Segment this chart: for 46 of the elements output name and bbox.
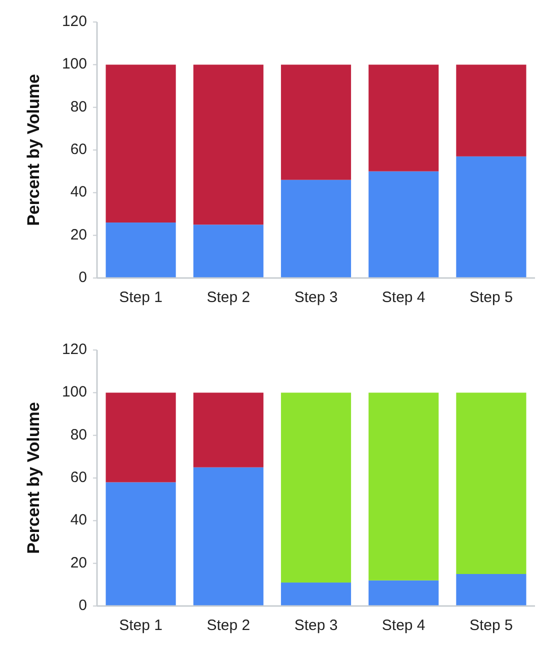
y-tick-label: 40 bbox=[70, 184, 87, 201]
bar bbox=[106, 222, 176, 278]
bar bbox=[193, 392, 264, 468]
y-tick-label: 20 bbox=[70, 226, 87, 244]
bar bbox=[456, 574, 526, 606]
bar bbox=[106, 64, 176, 223]
x-tick-label: Step 3 bbox=[294, 289, 338, 306]
bar bbox=[106, 482, 176, 606]
bar bbox=[193, 224, 264, 278]
x-tick-label: Step 5 bbox=[470, 289, 513, 306]
x-tick-label: Step 3 bbox=[294, 617, 338, 634]
y-tick-label: 40 bbox=[70, 512, 87, 529]
y-tick-label: 60 bbox=[70, 468, 87, 486]
bar bbox=[368, 64, 439, 172]
y-axis-title: Percent by Volume bbox=[24, 74, 43, 226]
y-tick-label: 100 bbox=[62, 56, 87, 73]
x-tick-label: Step 4 bbox=[382, 617, 426, 634]
y-tick-label: 0 bbox=[78, 268, 87, 286]
bar bbox=[368, 392, 439, 580]
bar bbox=[280, 180, 352, 278]
y-tick-label: 80 bbox=[70, 426, 87, 444]
y-tick-label: 100 bbox=[62, 384, 87, 401]
bar bbox=[368, 580, 439, 606]
bar bbox=[280, 582, 352, 606]
bar bbox=[106, 392, 176, 482]
y-tick-label: 60 bbox=[70, 140, 87, 158]
y-tick-label: 120 bbox=[62, 340, 87, 358]
bar bbox=[193, 467, 264, 606]
bar bbox=[280, 64, 352, 180]
y-tick-label: 20 bbox=[70, 554, 87, 572]
bar bbox=[368, 171, 439, 278]
x-tick-label: Step 4 bbox=[382, 289, 426, 306]
bar bbox=[456, 156, 526, 278]
bar bbox=[193, 64, 264, 225]
y-tick-label: 80 bbox=[70, 98, 87, 116]
x-tick-label: Step 2 bbox=[206, 617, 250, 634]
x-tick-label: Step 1 bbox=[119, 289, 162, 306]
y-axis-title: Percent by Volume bbox=[24, 402, 43, 554]
x-tick-label: Step 5 bbox=[470, 617, 513, 634]
y-tick-label: 120 bbox=[62, 12, 87, 30]
bar bbox=[456, 64, 526, 156]
x-tick-label: Step 2 bbox=[206, 289, 250, 306]
y-tick-label: 0 bbox=[78, 596, 87, 614]
bar bbox=[280, 392, 352, 583]
bar bbox=[456, 392, 526, 574]
x-tick-label: Step 1 bbox=[119, 617, 162, 634]
